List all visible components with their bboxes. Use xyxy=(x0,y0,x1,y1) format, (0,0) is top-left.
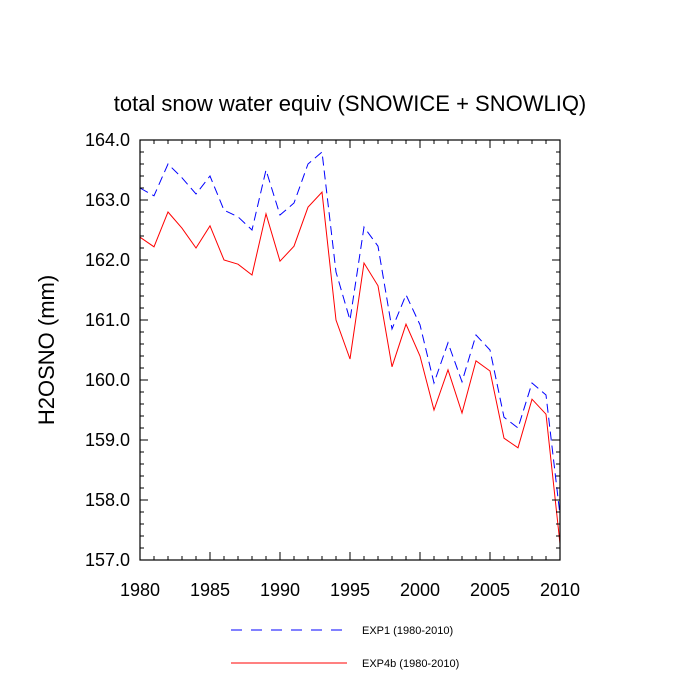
chart-title: total snow water equiv (SNOWICE + SNOWLI… xyxy=(114,91,587,116)
legend-label: EXP4b (1980-2010) xyxy=(362,658,459,670)
y-tick-label: 161.0 xyxy=(85,310,130,330)
legend-label: EXP1 (1980-2010) xyxy=(362,625,453,637)
x-tick-label: 1980 xyxy=(120,580,160,600)
x-tick-label: 1985 xyxy=(190,580,230,600)
y-tick-label: 159.0 xyxy=(85,430,130,450)
y-tick-label: 157.0 xyxy=(85,550,130,570)
x-tick-label: 1995 xyxy=(330,580,370,600)
x-tick-label: 2005 xyxy=(470,580,510,600)
series-line-exp1 xyxy=(139,151,561,516)
y-tick-label: 160.0 xyxy=(85,370,130,390)
y-tick-label: 163.0 xyxy=(85,190,130,210)
x-tick-label: 2010 xyxy=(540,580,580,600)
x-tick-label: 2000 xyxy=(400,580,440,600)
y-tick-label: 164.0 xyxy=(85,130,130,150)
legend: EXP1 (1980-2010) EXP4b (1980-2010) xyxy=(231,625,459,670)
y-tick-label: 158.0 xyxy=(85,490,130,510)
x-tick-label: 1990 xyxy=(260,580,300,600)
y-axis-label: H2OSNO (mm) xyxy=(34,275,59,425)
y-tick-label: 162.0 xyxy=(85,250,130,270)
series-line-exp4b xyxy=(139,191,561,544)
